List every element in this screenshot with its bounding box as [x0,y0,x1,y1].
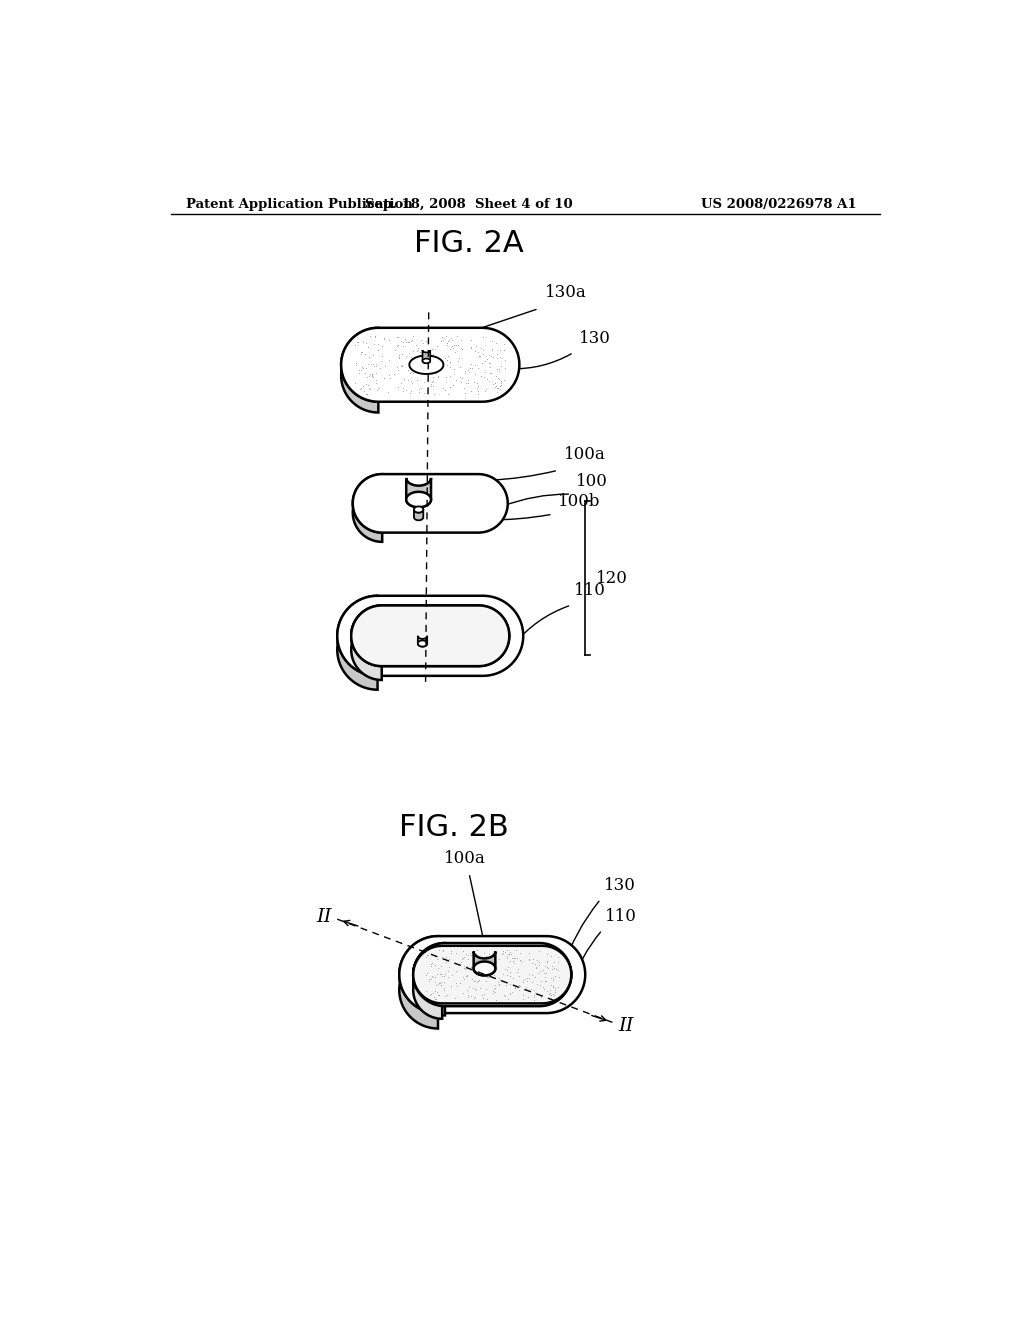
Polygon shape [423,359,430,363]
Polygon shape [414,507,423,512]
Text: FIG. 2A: FIG. 2A [414,230,524,259]
Text: 130a: 130a [545,284,587,301]
Text: FIG. 2B: FIG. 2B [398,813,508,842]
Polygon shape [351,606,509,667]
Text: II: II [316,908,332,925]
Polygon shape [399,936,586,1014]
Text: Patent Application Publication: Patent Application Publication [186,198,413,211]
Polygon shape [423,350,430,363]
Polygon shape [353,474,508,533]
Polygon shape [474,961,496,975]
Polygon shape [418,640,427,647]
Polygon shape [414,946,571,1003]
Text: 130: 130 [579,330,611,347]
Polygon shape [414,510,423,520]
Text: 100: 100 [575,473,608,490]
Polygon shape [414,946,571,1003]
Polygon shape [341,327,378,412]
Polygon shape [410,355,443,374]
Polygon shape [414,942,571,1006]
Polygon shape [337,595,378,689]
Polygon shape [351,606,382,680]
Polygon shape [407,478,431,507]
Polygon shape [337,595,523,676]
Text: 100a: 100a [563,446,605,463]
Text: US 2008/0226978 A1: US 2008/0226978 A1 [700,198,856,211]
Polygon shape [414,942,445,1015]
Text: 100a: 100a [444,850,486,867]
Text: Sep. 18, 2008  Sheet 4 of 10: Sep. 18, 2008 Sheet 4 of 10 [366,198,572,211]
Polygon shape [353,474,382,543]
Polygon shape [399,936,438,1028]
Polygon shape [414,946,442,1019]
Text: 100b: 100b [558,492,601,510]
Polygon shape [341,327,519,401]
Text: 110: 110 [574,582,606,599]
Text: 130: 130 [604,876,636,894]
Polygon shape [407,492,431,507]
Text: 120: 120 [596,569,628,586]
Polygon shape [418,636,427,647]
Text: 110: 110 [605,908,637,924]
Polygon shape [474,952,496,975]
Text: II: II [617,1018,633,1035]
Polygon shape [351,606,509,667]
